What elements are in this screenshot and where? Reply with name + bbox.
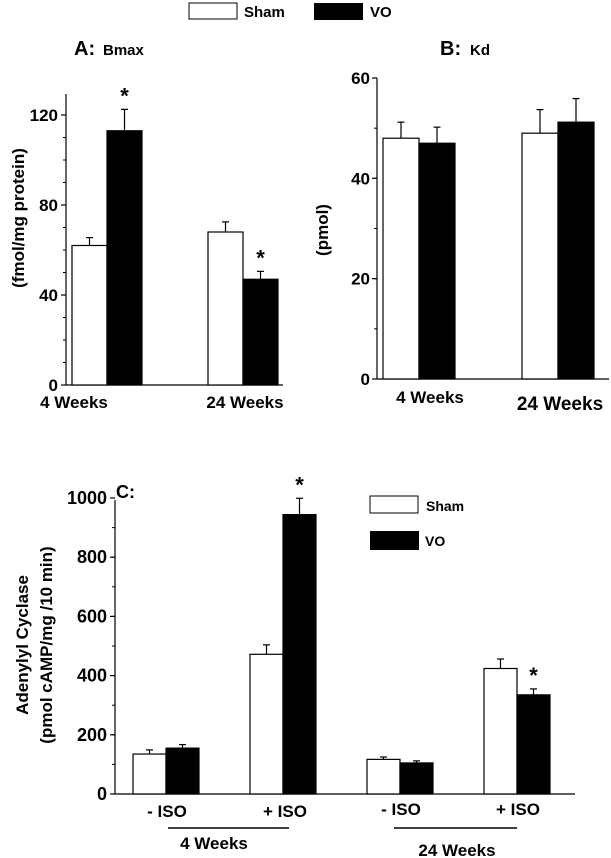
panel-c-legend: Sham VO (369, 495, 464, 550)
group-label-4-weeks: 4 Weeks (180, 834, 248, 853)
y-tick-label: 0 (49, 376, 58, 395)
panel-c-xtick-label: + ISO (263, 802, 307, 821)
panel-b-ylabel: (pmol) (313, 204, 332, 256)
significance-star: * (529, 663, 538, 688)
significance-star: * (256, 245, 265, 270)
significance-star: * (295, 472, 304, 497)
legend-swatch-vo (314, 3, 363, 20)
panel-b-letter: B: (440, 38, 461, 60)
y-tick-label: 0 (97, 784, 107, 804)
panel-c-ylabel-line1: Adenylyl Cyclase (13, 575, 32, 715)
y-tick-label: 400 (77, 666, 107, 686)
bar-vo (106, 130, 143, 386)
y-tick-label: 1000 (67, 488, 107, 508)
panel-c-ylabel-line2: (pmol cAMP/mg /10 min) (37, 546, 56, 743)
panel-c-letter: C: (116, 482, 135, 502)
panel-c-xtick-label: - ISO (147, 802, 187, 821)
group-label-24-weeks: 24 Weeks (418, 841, 495, 858)
y-tick-label: 0 (361, 370, 370, 389)
top-legend: Sham VO (188, 2, 392, 21)
significance-star: * (120, 83, 129, 108)
panel-a-xtick-label: 24 Weeks (206, 393, 283, 412)
bar-vo (165, 747, 200, 795)
panel-b: B: Kd (pmol) 4 Weeks 24 Weeks 0 20 40 60 (313, 38, 609, 415)
y-tick-label: 20 (351, 270, 370, 289)
panel-a-letter: A: (74, 38, 95, 60)
panel-c-xtick-label: + ISO (496, 800, 540, 819)
y-tick-label: 40 (351, 169, 370, 188)
bar-sham (249, 653, 284, 795)
bar-vo (557, 121, 595, 380)
legend-swatch-sham (188, 2, 238, 20)
legend-swatch-vo (370, 531, 419, 550)
y-tick-label: 80 (39, 196, 58, 215)
panel-a: A: Bmax (fmol/mg protein) 4 Weeks 24 Wee… (9, 38, 284, 412)
bar-sham (366, 758, 401, 795)
y-tick-label: 200 (77, 725, 107, 745)
panel-c: C: Adenylyl Cyclase (pmol cAMP/mg /10 mi… (13, 472, 575, 858)
y-tick-label: 600 (77, 606, 107, 626)
panel-a-xtick-label: 4 Weeks (40, 393, 108, 412)
legend-label-vo: VO (370, 4, 392, 21)
legend-swatch-sham (369, 495, 419, 514)
panel-a-title: Bmax (103, 42, 145, 59)
bar-vo (516, 694, 551, 795)
panel-c-xtick-label: - ISO (381, 800, 421, 819)
bar-sham (382, 137, 420, 380)
bar-vo (242, 278, 279, 386)
panel-b-title: Kd (470, 42, 490, 59)
legend-label-sham: Sham (244, 4, 285, 21)
bar-vo (282, 513, 317, 795)
bar-sham (207, 231, 244, 386)
panel-b-xtick-label: 24 Weeks (517, 394, 603, 415)
legend-label-sham: Sham (426, 498, 464, 514)
bar-sham (71, 244, 108, 386)
bar-vo (418, 142, 456, 380)
y-tick-label: 40 (39, 286, 58, 305)
panel-a-ylabel: (fmol/mg protein) (9, 148, 28, 288)
y-tick-label: 120 (30, 106, 58, 125)
legend-label-vo: VO (425, 533, 445, 549)
bar-sham (483, 667, 518, 795)
y-tick-label: 800 (77, 547, 107, 567)
bar-sham (521, 132, 559, 380)
bar-sham (132, 753, 167, 795)
y-tick-label: 60 (351, 69, 370, 88)
bar-vo (399, 762, 434, 795)
panel-b-xtick-label: 4 Weeks (396, 388, 464, 407)
